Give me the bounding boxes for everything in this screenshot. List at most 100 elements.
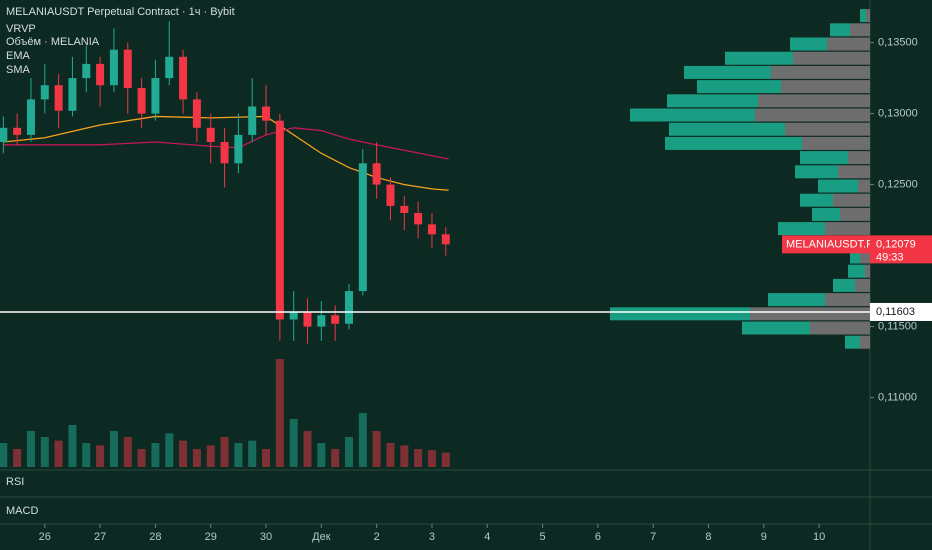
- volume-bar: [317, 443, 326, 467]
- volume-bar: [179, 440, 188, 467]
- candle-body: [386, 184, 395, 206]
- profile-down: [825, 293, 870, 307]
- profile-down: [785, 122, 870, 136]
- candle-body: [68, 78, 77, 111]
- x-tick-label: 5: [540, 531, 546, 543]
- x-tick-label: 6: [595, 531, 601, 543]
- x-tick-label: 10: [813, 531, 825, 543]
- x-tick-label: 3: [429, 531, 435, 543]
- y-tick-label: 0,13500: [878, 37, 918, 49]
- profile-down: [750, 307, 870, 321]
- profile-down: [758, 94, 870, 108]
- indicator-label[interactable]: EMA: [6, 50, 31, 62]
- pane-label[interactable]: RSI: [6, 476, 24, 488]
- volume-bar: [414, 449, 423, 467]
- x-tick-label: 27: [94, 531, 106, 543]
- profile-up: [742, 321, 810, 335]
- candle-body: [123, 49, 132, 89]
- y-tick-label: 0,11000: [878, 391, 917, 403]
- chart-title: MELANIAUSDT Perpetual Contract · 1ч · By…: [6, 6, 235, 18]
- profile-up: [850, 250, 860, 264]
- profile-up: [610, 307, 750, 321]
- x-tick-label: 8: [705, 531, 711, 543]
- profile-up: [800, 193, 833, 207]
- profile-down: [860, 335, 870, 349]
- candle-body: [289, 312, 298, 320]
- candle-body: [26, 99, 35, 135]
- volume-bar: [386, 443, 395, 467]
- profile-up: [665, 136, 802, 150]
- profile-down: [793, 51, 870, 65]
- volume-bar: [40, 437, 49, 467]
- candle-body: [234, 134, 243, 164]
- profile-up: [790, 37, 827, 51]
- candle-body: [414, 212, 423, 225]
- profile-up: [845, 335, 860, 349]
- candle-body: [248, 106, 257, 135]
- x-tick-label: 9: [761, 531, 767, 543]
- x-tick-label: 29: [205, 531, 217, 543]
- volume-bar: [372, 431, 381, 467]
- candle-body: [206, 127, 215, 142]
- profile-down: [860, 250, 870, 264]
- candle-body: [0, 127, 8, 142]
- profile-up: [684, 65, 771, 79]
- candle-body: [427, 224, 436, 235]
- volume-bar: [54, 440, 63, 467]
- candle-body: [303, 312, 312, 327]
- price-label: 0,11603: [876, 306, 915, 318]
- profile-down: [838, 165, 870, 179]
- candle-body: [165, 56, 174, 79]
- volume-bar: [344, 437, 353, 467]
- candle-body: [151, 78, 160, 114]
- candle-body: [220, 141, 229, 164]
- price-box: [870, 302, 932, 321]
- pane-label[interactable]: MACD: [6, 505, 38, 517]
- profile-down: [827, 37, 870, 51]
- candle-body: [372, 163, 381, 185]
- volume-bar: [427, 450, 436, 467]
- profile-up: [848, 264, 865, 278]
- profile-down: [825, 222, 870, 236]
- last-price-box: [870, 235, 932, 264]
- profile-up: [830, 23, 850, 37]
- x-tick-label: 28: [149, 531, 161, 543]
- x-tick-label: 2: [374, 531, 380, 543]
- countdown: 49:33: [876, 251, 904, 263]
- profile-down: [848, 151, 870, 165]
- candle-body: [82, 63, 91, 79]
- profile-up: [795, 165, 838, 179]
- volume-bar: [13, 449, 22, 467]
- volume-bar: [248, 440, 257, 467]
- volume-bar: [165, 433, 174, 467]
- candle-body: [331, 315, 340, 324]
- y-tick-label: 0,13000: [878, 108, 918, 120]
- x-tick-label: Дек: [312, 531, 331, 543]
- profile-down: [781, 80, 870, 94]
- last-price-label: 0,12079: [876, 238, 916, 250]
- volume-bar: [96, 445, 105, 467]
- profile-up: [860, 9, 866, 23]
- profile-down: [840, 207, 870, 221]
- x-tick-label: 30: [260, 531, 272, 543]
- volume-bar: [441, 452, 450, 467]
- candle-body: [262, 106, 271, 121]
- y-tick-label: 0,12500: [878, 178, 918, 190]
- profile-up: [818, 179, 858, 193]
- indicator-line: [3, 115, 449, 191]
- profile-up: [630, 108, 755, 122]
- indicator-label[interactable]: SMA: [6, 64, 31, 76]
- profile-up: [778, 222, 825, 236]
- candle-body: [137, 88, 146, 114]
- indicator-label[interactable]: Объём · MELANIA: [6, 36, 100, 48]
- candle-body: [54, 85, 63, 111]
- indicator-label[interactable]: VRVP: [6, 23, 36, 35]
- x-tick-label: 7: [650, 531, 656, 543]
- volume-bar: [289, 419, 298, 467]
- profile-up: [833, 278, 855, 292]
- candle-body: [358, 163, 367, 292]
- x-tick-label: 26: [39, 531, 51, 543]
- candle-body: [275, 120, 284, 320]
- volume-bar: [303, 431, 312, 467]
